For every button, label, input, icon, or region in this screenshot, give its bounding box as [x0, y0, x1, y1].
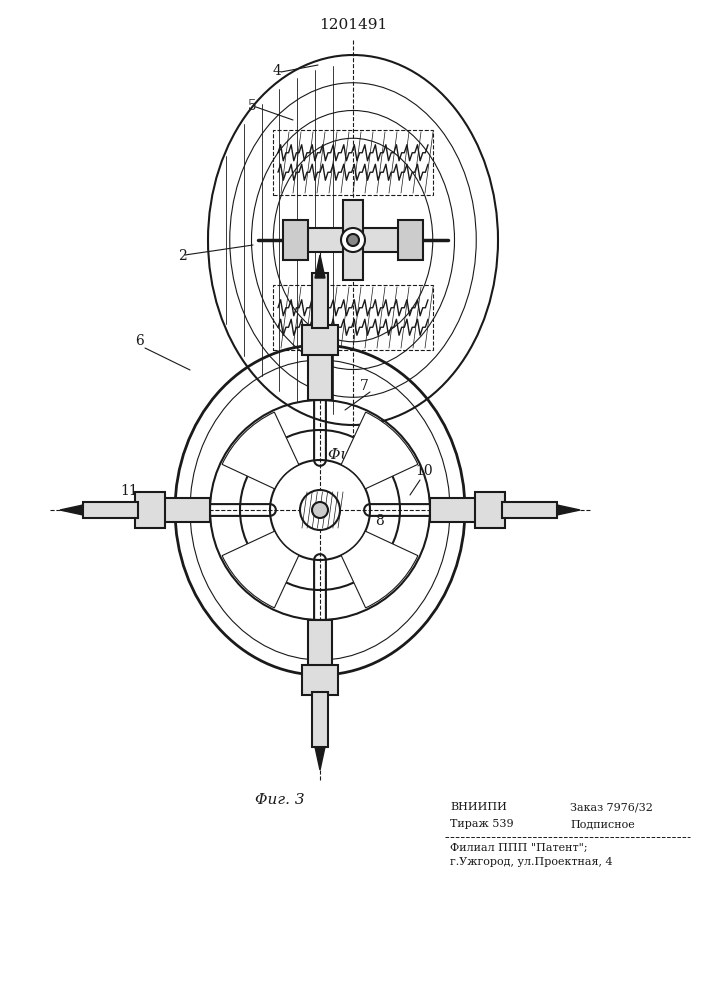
Text: Φиг. 3: Φиг. 3 — [255, 793, 305, 807]
Text: 8: 8 — [375, 514, 384, 528]
Bar — [312, 692, 328, 747]
Bar — [135, 492, 165, 528]
Bar — [343, 200, 363, 280]
Text: 4: 4 — [273, 64, 282, 78]
Circle shape — [347, 234, 359, 246]
Text: г.Ужгород, ул.Проектная, 4: г.Ужгород, ул.Проектная, 4 — [450, 857, 613, 867]
Polygon shape — [315, 255, 325, 278]
Bar — [308, 350, 332, 400]
Bar — [303, 228, 403, 252]
Text: Заказ 7976/32: Заказ 7976/32 — [570, 802, 653, 812]
Text: Φиг. 2: Φиг. 2 — [328, 448, 378, 462]
Text: Филиал ППП "Патент";: Филиал ППП "Патент"; — [450, 843, 588, 853]
Bar — [475, 492, 505, 528]
Text: 5: 5 — [248, 99, 257, 113]
Text: 6: 6 — [135, 334, 144, 348]
Bar — [302, 325, 338, 355]
Wedge shape — [341, 531, 418, 608]
Circle shape — [312, 502, 328, 518]
Polygon shape — [315, 747, 325, 770]
Text: 10: 10 — [415, 464, 433, 478]
Bar — [312, 273, 328, 328]
Wedge shape — [222, 531, 299, 608]
Bar — [273, 130, 433, 195]
Text: ВНИИПИ: ВНИИПИ — [450, 802, 507, 812]
Polygon shape — [557, 505, 580, 515]
Bar — [273, 285, 433, 350]
Bar — [308, 620, 332, 670]
Text: 11: 11 — [120, 484, 138, 498]
Text: 3: 3 — [361, 227, 370, 241]
Circle shape — [341, 228, 365, 252]
Text: 1201491: 1201491 — [319, 18, 387, 32]
Text: Тираж 539: Тираж 539 — [450, 819, 513, 829]
Bar — [502, 502, 557, 518]
Text: 7: 7 — [360, 379, 369, 393]
Bar — [430, 498, 480, 522]
Bar — [302, 665, 338, 695]
Bar — [160, 498, 210, 522]
Text: Подписное: Подписное — [570, 819, 635, 829]
Wedge shape — [341, 412, 418, 489]
Text: 2: 2 — [178, 249, 187, 263]
Bar — [283, 220, 308, 260]
Bar — [83, 502, 138, 518]
Polygon shape — [60, 505, 83, 515]
Bar — [398, 220, 423, 260]
Circle shape — [300, 490, 340, 530]
Wedge shape — [222, 412, 299, 489]
